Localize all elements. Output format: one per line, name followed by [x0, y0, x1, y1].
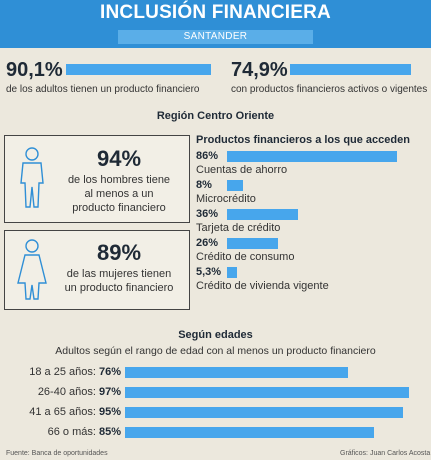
age-value-label: 97% [99, 386, 121, 398]
age-bar [125, 387, 409, 398]
ages-subtitle: Adultos según el rango de edad con al me… [0, 345, 431, 357]
age-value-label: 95% [99, 406, 121, 418]
footer-credit: Gráficos: Juan Carlos Acosta [340, 450, 430, 457]
product-value-label: 86% [196, 150, 218, 162]
age-category-text: 18 a 25 años: [29, 366, 99, 378]
adults-bar [66, 64, 211, 75]
age-category-label: 41 a 65 años: 95% [2, 406, 121, 418]
product-bar [227, 180, 243, 191]
age-value-label: 76% [99, 366, 121, 378]
age-category-label: 18 a 25 años: 76% [2, 366, 121, 378]
woman-icon [16, 239, 48, 301]
ages-title: Según edades [0, 329, 431, 341]
product-value-label: 36% [196, 208, 218, 220]
product-category-label: Microcrédito [196, 193, 256, 205]
product-bar [227, 209, 298, 220]
region-title: Región Centro Oriente [0, 110, 431, 122]
product-category-label: Crédito de consumo [196, 251, 294, 263]
men-pct: 94% [54, 146, 184, 172]
men-text-3: producto financiero [54, 201, 184, 215]
age-value-label: 85% [99, 426, 121, 438]
active-pct: 74,9% [231, 59, 288, 82]
active-text: con productos financieros activos o vige… [231, 84, 427, 95]
man-icon [17, 147, 47, 209]
products-title: Productos financieros a los que acceden [196, 134, 410, 146]
product-value-label: 8% [196, 179, 212, 191]
product-value-label: 26% [196, 237, 218, 249]
product-bar [227, 151, 397, 162]
age-category-label: 66 o más: 85% [2, 426, 121, 438]
age-category-text: 26-40 años: [38, 386, 99, 398]
product-bar [227, 238, 278, 249]
age-bar [125, 407, 403, 418]
women-pct: 89% [54, 240, 184, 266]
adults-text: de los adultos tienen un producto financ… [6, 84, 199, 95]
product-category-label: Crédito de vivienda vigente [196, 280, 329, 292]
adults-pct: 90,1% [6, 59, 63, 82]
product-category-label: Tarjeta de crédito [196, 222, 280, 234]
men-text-2: al menos a un [54, 187, 184, 201]
age-category-label: 26-40 años: 97% [2, 386, 121, 398]
age-category-text: 66 o más: [48, 426, 99, 438]
product-bar [227, 267, 237, 278]
page-subtitle: SANTANDER [118, 31, 313, 42]
page-title: INCLUSIÓN FINANCIERA [0, 2, 431, 24]
age-category-text: 41 a 65 años: [29, 406, 99, 418]
age-bar [125, 367, 348, 378]
women-text-1: de las mujeres tienen [54, 267, 184, 281]
active-bar [290, 64, 411, 75]
women-text-2: un producto financiero [54, 281, 184, 295]
product-value-label: 5,3% [196, 266, 221, 278]
product-category-label: Cuentas de ahorro [196, 164, 287, 176]
footer-source: Fuente: Banca de oportunidades [6, 450, 108, 457]
men-text-1: de los hombres tiene [54, 173, 184, 187]
age-bar [125, 427, 374, 438]
